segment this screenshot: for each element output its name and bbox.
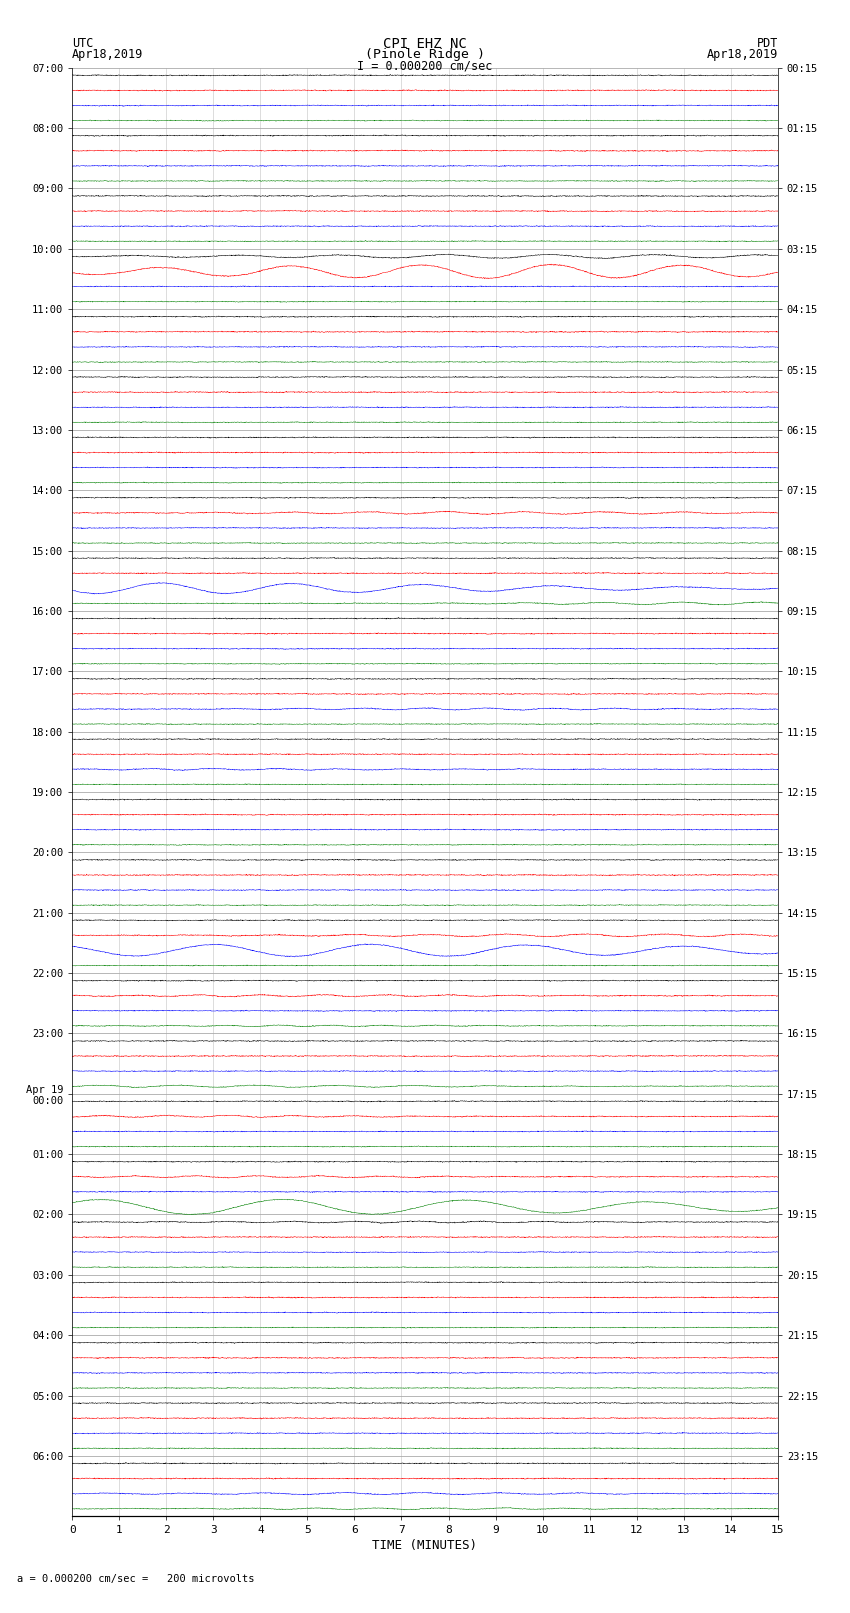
Text: (Pinole Ridge ): (Pinole Ridge ) — [365, 48, 485, 61]
Text: Apr18,2019: Apr18,2019 — [72, 48, 144, 61]
Text: I = 0.000200 cm/sec: I = 0.000200 cm/sec — [357, 60, 493, 73]
X-axis label: TIME (MINUTES): TIME (MINUTES) — [372, 1539, 478, 1552]
Text: UTC: UTC — [72, 37, 94, 50]
Text: Apr18,2019: Apr18,2019 — [706, 48, 778, 61]
Text: a = 0.000200 cm/sec =   200 microvolts: a = 0.000200 cm/sec = 200 microvolts — [17, 1574, 254, 1584]
Text: PDT: PDT — [756, 37, 778, 50]
Text: CPI EHZ NC: CPI EHZ NC — [383, 37, 467, 52]
